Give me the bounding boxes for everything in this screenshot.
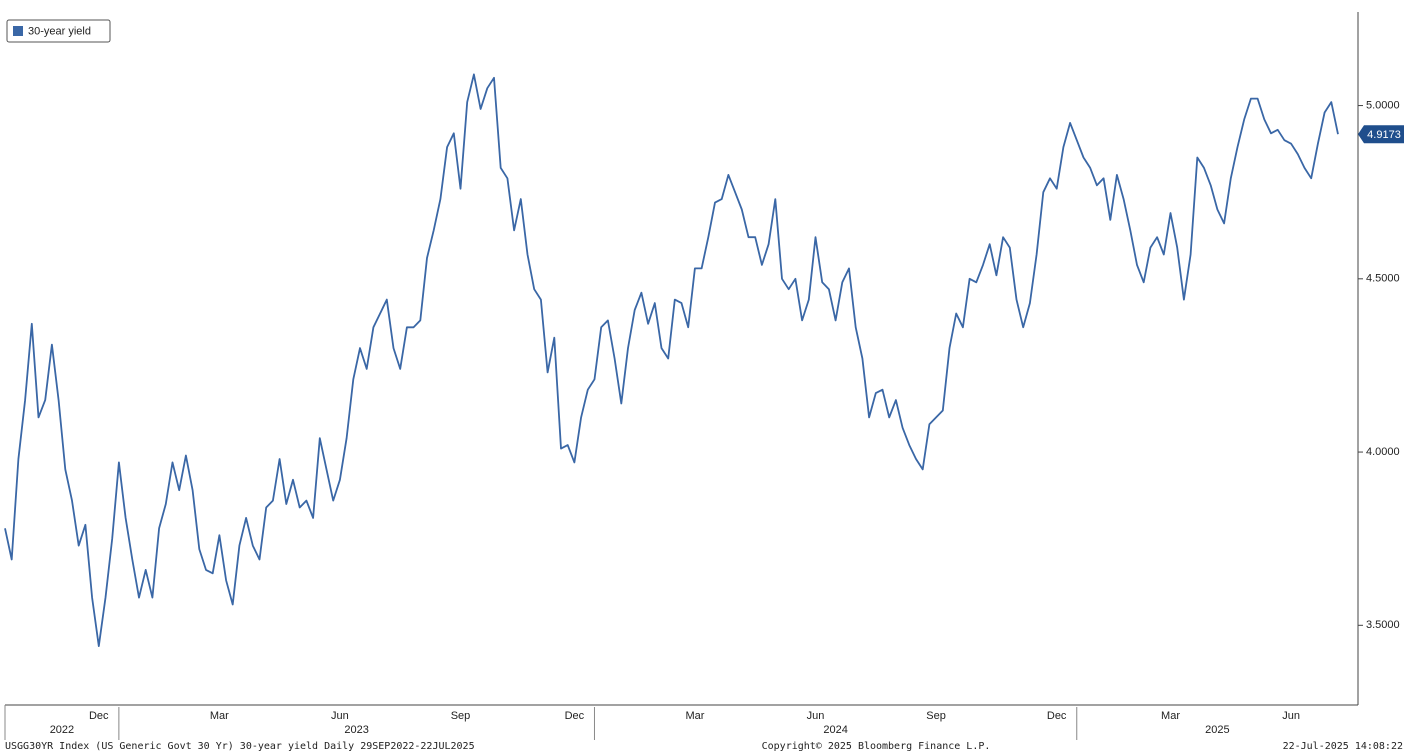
x-tick-label: Dec	[89, 710, 109, 722]
year-label: 2024	[823, 724, 847, 736]
year-label: 2025	[1205, 724, 1229, 736]
footer-left: USGG30YR Index (US Generic Govt 30 Yr) 3…	[5, 741, 475, 752]
x-tick-label: Dec	[1047, 710, 1067, 722]
footer-center: Copyright© 2025 Bloomberg Finance L.P.	[762, 741, 991, 752]
x-tick-label: Jun	[807, 710, 825, 722]
x-tick-label: Mar	[685, 710, 704, 722]
x-tick-label: Sep	[926, 710, 946, 722]
year-label: 2022	[50, 724, 74, 736]
last-value-label: 4.9173	[1367, 129, 1401, 141]
x-tick-label: Jun	[1282, 710, 1300, 722]
x-tick-label: Sep	[451, 710, 471, 722]
year-label: 2023	[344, 724, 368, 736]
x-tick-label: Mar	[210, 710, 229, 722]
x-tick-label: Dec	[565, 710, 585, 722]
y-tick-label: 4.5000	[1366, 273, 1400, 285]
y-tick-label: 4.0000	[1366, 446, 1400, 458]
x-tick-label: Mar	[1161, 710, 1180, 722]
legend-box	[6, 19, 111, 43]
last-value-flag	[1358, 125, 1404, 144]
line-series	[4, 73, 1339, 647]
footer-right: 22-Jul-2025 14:08:22	[1283, 741, 1403, 752]
legend-label: 30-year yield	[28, 25, 91, 37]
y-tick-label: 5.0000	[1366, 99, 1400, 111]
y-tick-label: 3.5000	[1366, 619, 1400, 631]
x-tick-label: Jun	[331, 710, 349, 722]
legend-swatch	[13, 26, 23, 36]
